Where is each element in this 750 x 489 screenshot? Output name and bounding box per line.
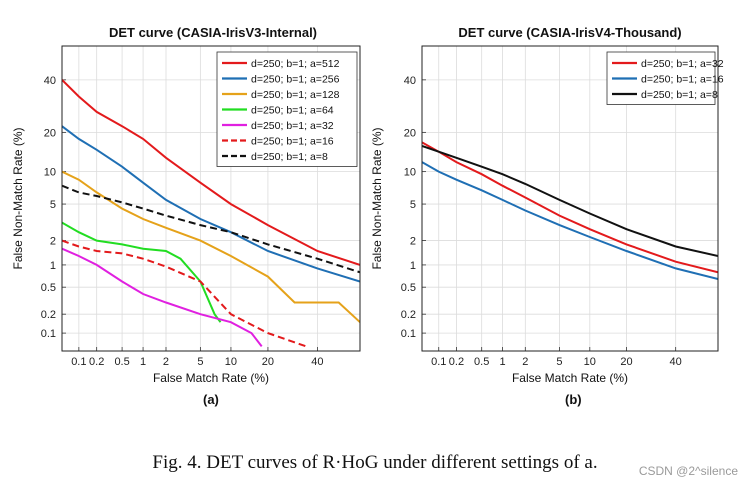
legend-entry: d=250; b=1; a=32 bbox=[251, 120, 334, 132]
y-tick-label: 0.5 bbox=[41, 282, 56, 294]
series-line-1 bbox=[422, 141, 718, 274]
x-tick-label: 2 bbox=[163, 356, 169, 368]
series-line-6 bbox=[62, 239, 307, 348]
series-line-1 bbox=[62, 79, 360, 266]
y-tick-label: 20 bbox=[44, 127, 56, 139]
y-tick-label: 1 bbox=[410, 260, 416, 272]
y-tick-label: 0.2 bbox=[41, 309, 56, 321]
y-tick-label: 5 bbox=[50, 199, 56, 211]
legend-entry: d=250; b=1; a=64 bbox=[251, 105, 334, 117]
series-line-7 bbox=[62, 184, 360, 274]
y-tick-label: 20 bbox=[404, 127, 416, 139]
y-tick-label: 0.5 bbox=[401, 282, 416, 294]
x-tick-label: 0.1 bbox=[431, 356, 446, 368]
x-tick-label: 0.1 bbox=[71, 356, 86, 368]
watermark: CSDN @2^silence bbox=[638, 464, 738, 478]
legend-entry: d=250; b=1; a=32 bbox=[641, 58, 724, 70]
x-tick-label: 0.2 bbox=[89, 356, 104, 368]
series-line-3 bbox=[62, 170, 360, 323]
x-tick-label: 1 bbox=[140, 356, 146, 368]
x-tick-label: 10 bbox=[584, 356, 596, 368]
axes-frame bbox=[61, 45, 361, 352]
y-tick-label: 10 bbox=[404, 167, 416, 179]
y-tick-label: 10 bbox=[44, 167, 56, 179]
x-tick-label: 5 bbox=[556, 356, 562, 368]
y-tick-label: 5 bbox=[410, 199, 416, 211]
x-tick-label: 20 bbox=[620, 356, 632, 368]
series-line-4 bbox=[62, 221, 222, 323]
series-line-2 bbox=[422, 161, 718, 280]
legend-entry: d=250; b=1; a=256 bbox=[251, 74, 340, 86]
chart-title: DET curve (CASIA-IrisV3-Internal) bbox=[109, 25, 317, 40]
legend-entry: d=250; b=1; a=128 bbox=[251, 89, 340, 101]
x-tick-label: 2 bbox=[522, 356, 528, 368]
x-tick-label: 0.5 bbox=[474, 356, 489, 368]
y-tick-label: 40 bbox=[44, 75, 56, 87]
x-tick-label: 40 bbox=[311, 356, 323, 368]
chart-title: DET curve (CASIA-IrisV4-Thousand) bbox=[458, 25, 681, 40]
legend-entry: d=250; b=1; a=8 bbox=[641, 89, 718, 101]
figure-caption: Fig. 4. DET curves of R·HoG under differ… bbox=[152, 452, 598, 473]
x-tick-label: 5 bbox=[197, 356, 203, 368]
legend: d=250; b=1; a=32 d=250; b=1; a=16 d=250; b… bbox=[606, 51, 724, 105]
x-axis-label: False Match Rate (%) bbox=[153, 371, 269, 385]
legend-entry: d=250; b=1; a=16 bbox=[251, 136, 334, 148]
legend-entry: d=250; b=1; a=512 bbox=[251, 58, 340, 70]
x-tick-label: 40 bbox=[670, 356, 682, 368]
x-axis-label: False Match Rate (%) bbox=[512, 371, 628, 385]
panel-label-a: (a) bbox=[203, 392, 219, 407]
chart-1: 0.1 0.2 0.5 1 2 5 10 20 400.10.20.5125102040DET … bbox=[11, 25, 361, 385]
legend-entry: d=250; b=1; a=8 bbox=[251, 151, 328, 163]
y-tick-label: 1 bbox=[50, 260, 56, 272]
x-tick-label: 10 bbox=[225, 356, 237, 368]
x-tick-label: 0.5 bbox=[114, 356, 129, 368]
series-line-2 bbox=[62, 125, 360, 283]
legend: d=250; b=1; a=512 d=250; b=1; a=256 d=250;… bbox=[216, 51, 358, 167]
panel-label-b: (b) bbox=[565, 392, 582, 407]
y-tick-label: 40 bbox=[404, 75, 416, 87]
chart-2: 0.1 0.2 0.5 1 2 5 10 20 400.10.20.5125102040DET … bbox=[370, 25, 724, 385]
axes-frame bbox=[421, 45, 719, 352]
series-line-5 bbox=[62, 247, 263, 348]
y-tick-label: 0.2 bbox=[401, 309, 416, 321]
x-tick-label: 0.2 bbox=[449, 356, 464, 368]
legend-entry: d=250; b=1; a=16 bbox=[641, 74, 724, 86]
y-tick-label: 2 bbox=[50, 236, 56, 248]
series-line-3 bbox=[422, 145, 718, 257]
y-axis-label: False Non-Match Rate (%) bbox=[11, 127, 25, 269]
x-tick-label: 1 bbox=[499, 356, 505, 368]
y-tick-label: 2 bbox=[410, 236, 416, 248]
x-tick-label: 20 bbox=[262, 356, 274, 368]
y-tick-label: 0.1 bbox=[41, 328, 56, 340]
y-axis-label: False Non-Match Rate (%) bbox=[370, 127, 384, 269]
y-tick-label: 0.1 bbox=[401, 328, 416, 340]
